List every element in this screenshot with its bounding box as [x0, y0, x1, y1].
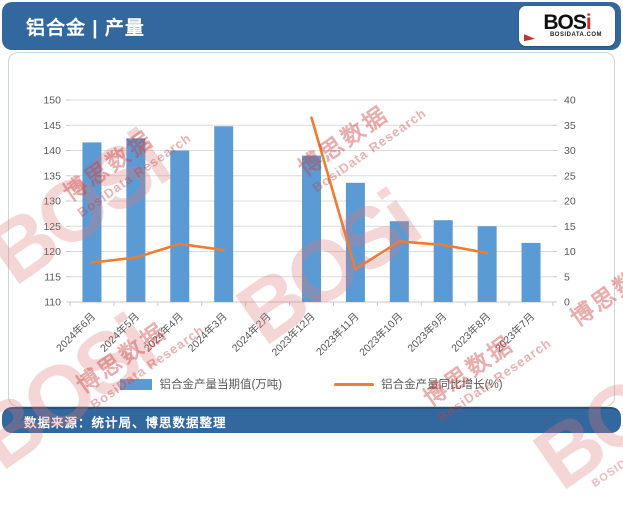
legend-item-line: 铝合金产量同比增长(%): [334, 376, 503, 392]
logo-wordmark: BOSi: [543, 11, 591, 34]
left-axis-label: 145: [43, 120, 61, 132]
growth-line: [310, 116, 489, 271]
bar-2023年12月: [302, 155, 321, 302]
left-axis-label: 110: [44, 297, 61, 309]
bar-2023年11月: [345, 182, 365, 302]
left-axis-label: 115: [44, 271, 61, 283]
footer-bar: 数据来源：统计局、博思数据整理: [2, 407, 621, 433]
left-axis-label: 125: [43, 221, 61, 233]
bar-2023年9月: [433, 220, 453, 302]
production-chart: 110 0 115 5 120 10 125 15 130 20 135 25 140 30 145 35 15…: [43, 95, 576, 359]
bar-2023年7月: [521, 242, 541, 302]
page-title: 铝合金 | 产量: [26, 17, 145, 39]
right-axis-label: 20: [564, 196, 576, 208]
left-axis-label: 130: [43, 196, 61, 208]
bar-2023年10月: [389, 221, 409, 302]
bar-2024年5月: [126, 138, 146, 302]
chart-legend: 铝合金产量当期值(万吨) 铝合金产量同比增长(%): [8, 372, 615, 396]
line-swatch-icon: [334, 382, 375, 386]
right-axis-label: 0: [564, 297, 570, 309]
header-bar: 铝合金 | 产量 BOSi BOSIDATA.COM: [2, 2, 621, 50]
left-axis-label: 135: [43, 170, 61, 182]
bar-2024年3月: [214, 126, 234, 302]
bar-2024年6月: [82, 142, 102, 302]
x-axis-label: 2024年6月: [53, 310, 98, 355]
left-axis-label: 140: [43, 145, 61, 157]
x-axis-label: 2023年11月: [313, 310, 361, 358]
left-axis-label: 120: [43, 246, 61, 258]
x-axis-label: 2023年7月: [492, 310, 537, 355]
bar-2024年4月: [170, 150, 190, 302]
bar-swatch-icon: [120, 378, 153, 390]
x-axis-label: 2024年5月: [97, 310, 142, 355]
legend-item-bar: 铝合金产量当期值(万吨): [120, 376, 282, 392]
chart-panel: 110 0 115 5 120 10 125 15 130 20 135 25 140 30 145 35 15…: [8, 52, 615, 407]
right-axis-label: 40: [564, 95, 576, 107]
legend-label-line: 铝合金产量同比增长(%): [381, 379, 503, 391]
x-axis-label: 2023年10月: [357, 310, 406, 359]
bar-2023年8月: [477, 226, 497, 302]
right-axis-label: 25: [564, 170, 576, 182]
x-axis-label: 2023年9月: [405, 310, 450, 355]
right-axis-label: 15: [564, 221, 576, 233]
x-axis-label: 2024年4月: [141, 310, 186, 355]
bosi-logo: BOSi BOSIDATA.COM: [519, 6, 615, 46]
logo-domain: BOSIDATA.COM: [549, 32, 603, 38]
right-axis-label: 35: [564, 120, 576, 132]
data-source-note: 数据来源：统计局、博思数据整理: [24, 415, 227, 430]
logo-flag-icon: [524, 31, 535, 42]
growth-line: [90, 242, 225, 264]
right-axis-label: 10: [564, 246, 576, 258]
x-axis-label: 2024年2月: [229, 310, 274, 355]
x-axis-label: 2023年8月: [449, 310, 494, 355]
x-axis-label: 2023年12月: [269, 310, 318, 359]
right-axis-label: 30: [564, 145, 576, 157]
x-axis-label: 2024年3月: [185, 310, 230, 355]
right-axis-label: 5: [564, 271, 570, 283]
legend-label-bar: 铝合金产量当期值(万吨): [159, 379, 283, 391]
left-axis-label: 150: [43, 95, 61, 107]
